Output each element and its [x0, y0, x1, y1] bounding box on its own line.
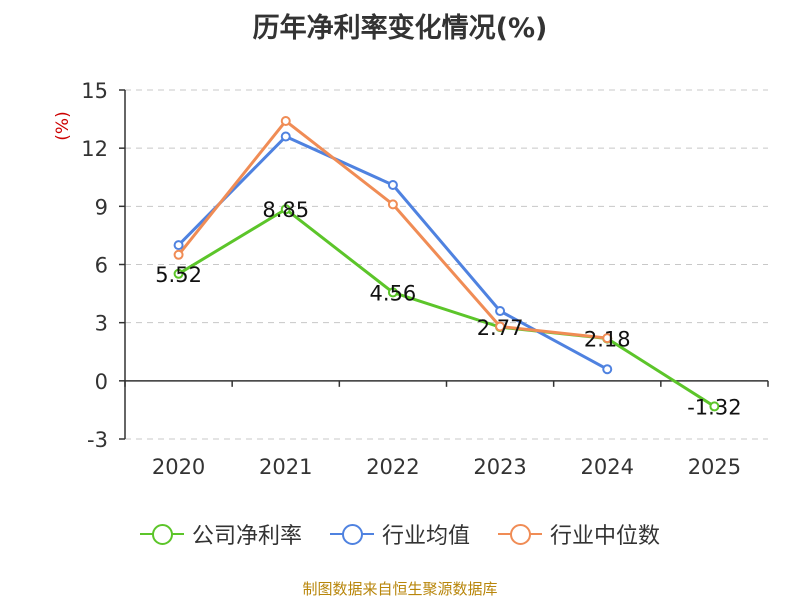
series-line	[177, 135, 608, 371]
data-point	[173, 249, 184, 260]
data-label: -1.32	[687, 395, 741, 419]
y-tick-label: 15	[81, 79, 108, 103]
data-label: 4.56	[370, 281, 417, 305]
series-line	[177, 207, 716, 408]
x-tick-label: 2025	[688, 455, 741, 479]
data-point	[173, 268, 184, 279]
legend-item-company-margin[interactable]: 公司净利率	[139, 518, 302, 550]
y-tick-label: -3	[87, 428, 108, 452]
data-label: 8.85	[262, 198, 309, 222]
x-tick-label: 2020	[152, 455, 205, 479]
data-point	[495, 306, 506, 317]
data-point	[387, 180, 398, 191]
y-tick-label: 12	[81, 137, 108, 161]
data-point	[387, 199, 398, 210]
data-point	[709, 401, 720, 412]
data-point	[387, 287, 398, 298]
data-point	[495, 321, 506, 332]
data-point	[602, 333, 613, 344]
data-point	[602, 364, 613, 375]
data-label: 2.18	[584, 328, 631, 352]
data-label: 2.77	[477, 316, 524, 340]
legend-item-industry-median[interactable]: 行业中位数	[498, 518, 660, 550]
y-tick-label: 3	[95, 312, 108, 336]
legend-marker-icon	[498, 522, 542, 546]
data-source-note: 制图数据来自恒生聚源数据库	[302, 580, 498, 598]
chart-title: 历年净利率变化情况(%)	[252, 13, 548, 44]
x-tick-label: 2024	[581, 455, 634, 479]
legend-label: 行业均值	[381, 524, 470, 549]
data-point	[280, 116, 291, 127]
x-tick-label: 2022	[366, 455, 419, 479]
series-line	[177, 119, 608, 340]
y-tick-label: 0	[95, 370, 108, 394]
x-tick-label: 2023	[473, 455, 526, 479]
y-axis-label: (%)	[53, 111, 73, 140]
data-label: 5.52	[155, 263, 202, 287]
legend-marker-icon	[139, 522, 184, 546]
y-tick-label: 9	[95, 195, 108, 219]
data-point	[280, 204, 291, 215]
y-tick-label: 6	[95, 254, 108, 278]
x-tick-label: 2021	[259, 455, 312, 479]
legend-item-industry-mean[interactable]: 行业均值	[329, 518, 470, 550]
legend-label: 公司净利率	[191, 524, 302, 549]
legend-label: 行业中位数	[550, 524, 661, 549]
data-point	[280, 131, 291, 142]
legend: 公司净利率 行业均值 行业中位数	[0, 518, 800, 550]
legend-marker-icon	[329, 522, 374, 546]
data-point	[173, 240, 184, 251]
